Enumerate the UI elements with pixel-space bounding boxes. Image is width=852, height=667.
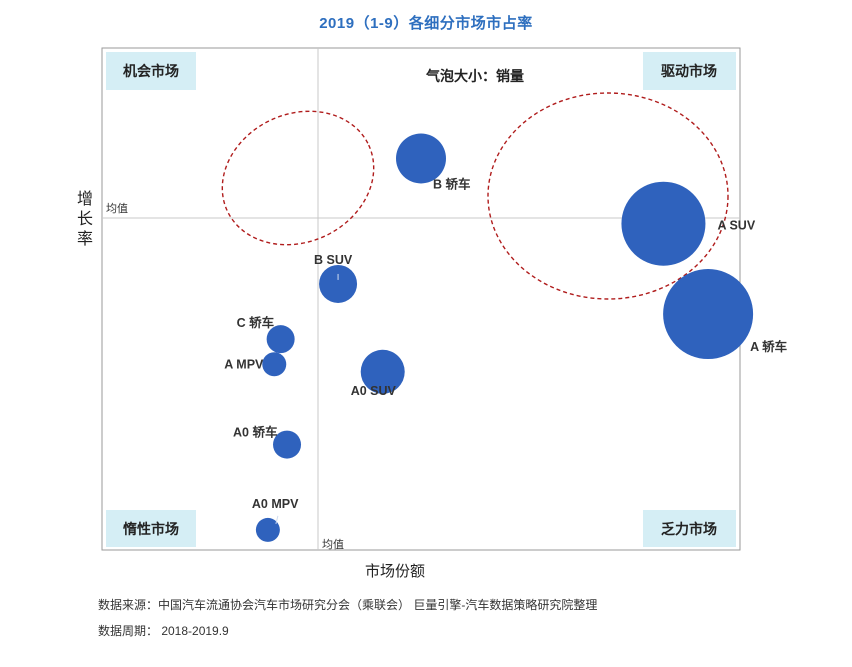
leader-line-0 <box>275 515 279 525</box>
bubble-label-6: A0 MPV <box>252 497 299 511</box>
data-period-note: 数据周期： 2018-2019.9 <box>98 624 229 638</box>
bubble-label-4: A0 SUV <box>351 384 397 398</box>
bubble-label-group: B 轿车 B SUV C 轿车 A MPV A0 SUV A0 轿车 A0 MPV A SUV… <box>224 176 788 525</box>
bubble-label-1: B SUV <box>314 253 353 267</box>
bubble-label-7: A SUV <box>717 219 755 233</box>
quadrant-label-bottom-left: 惰性市场 <box>123 521 179 537</box>
quadrant-label-top-left: 机会市场 <box>123 63 179 79</box>
bubble-4 <box>360 349 405 394</box>
x-average-label: 均值 <box>322 538 344 551</box>
data-source-note: 数据来源：中国汽车流通协会汽车市场研究分会（乘联会） 巨量引擎-汽车数据策略研究… <box>98 598 598 612</box>
bubble-label-0: B 轿车 <box>433 176 471 191</box>
y-axis-label: 增长率 <box>76 191 93 248</box>
bubble-2 <box>266 325 295 354</box>
bubble-1 <box>319 264 358 303</box>
quadrant-box-top-right <box>643 52 736 90</box>
bubble-8 <box>663 269 754 360</box>
x-axis-label: 市场份额 <box>364 563 425 580</box>
bubble-3 <box>262 352 287 377</box>
highlight-ellipse-right <box>487 92 729 300</box>
bubble-0 <box>396 133 446 184</box>
bubble-7 <box>621 181 706 266</box>
bubble-group <box>255 133 754 542</box>
bubble-label-2: C 轿车 <box>237 315 275 330</box>
quadrant-label-top-right: 驱动市场 <box>661 63 717 79</box>
bubble-label-5: A0 轿车 <box>233 425 278 440</box>
quadrant-box-bottom-left <box>106 510 196 547</box>
quadrant-box-bottom-right <box>643 510 736 547</box>
bubble-5 <box>273 430 302 459</box>
bubble-label-8: A 轿车 <box>750 339 788 354</box>
bubble-label-3: A MPV <box>224 357 264 371</box>
bubble-size-legend: 气泡大小：销量 <box>425 68 524 84</box>
bubble-6 <box>255 517 280 542</box>
highlight-ellipse-left <box>221 110 375 246</box>
chart-title: 2019（1-9）各细分市场市占率 <box>319 15 533 32</box>
y-average-label: 均值 <box>106 202 128 215</box>
plot-frame <box>101 47 741 551</box>
quadrant-label-bottom-right: 乏力市场 <box>661 521 717 537</box>
quadrant-box-top-left <box>106 52 196 90</box>
